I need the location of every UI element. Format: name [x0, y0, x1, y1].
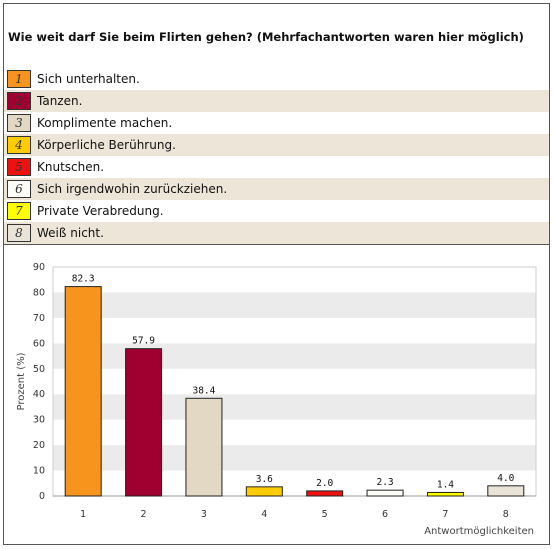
bar — [185, 397, 223, 497]
y-tick-label: 70 — [33, 313, 45, 324]
grid-band — [53, 292, 536, 318]
bar — [366, 489, 404, 497]
grid-band — [53, 267, 536, 293]
answer-legend: 1 Sich unterhalten. 2 Tanzen. 3 Komplimente m… — [4, 68, 549, 244]
legend-label: Sich irgendwohin zurückziehen. — [37, 182, 228, 196]
x-tick-label: 5 — [322, 509, 328, 520]
legend-label: Tanzen. — [37, 94, 83, 108]
grid-band — [53, 317, 536, 344]
bar — [64, 286, 102, 497]
legend-swatch: 8 — [7, 224, 31, 242]
legend-swatch: 3 — [7, 114, 31, 132]
legend-label: Knutschen. — [37, 160, 105, 174]
legend-row: 3 Komplimente machen. — [4, 112, 549, 134]
legend-swatch: 1 — [7, 70, 31, 88]
legend-row: 1 Sich unterhalten. — [4, 68, 549, 90]
legend-row: 4 Körperliche Berührung. — [4, 134, 549, 156]
data-label: 57.9 — [132, 336, 155, 347]
data-label: 38.4 — [192, 385, 215, 396]
data-label: 1.4 — [437, 479, 454, 490]
legend-label: Körperliche Berührung. — [37, 138, 176, 152]
legend-label: Weiß nicht. — [37, 226, 104, 240]
x-tick-label: 1 — [80, 509, 86, 520]
data-label: 4.0 — [497, 473, 514, 484]
x-axis-label: Antwortmöglichkeiten — [424, 526, 534, 537]
legend-label: Sich unterhalten. — [37, 72, 140, 86]
x-tick-label: 6 — [382, 509, 388, 520]
x-tick-label: 7 — [442, 509, 448, 520]
legend-swatch: 4 — [7, 136, 31, 154]
bar — [306, 490, 344, 497]
y-tick-label: 20 — [33, 440, 45, 451]
x-tick-label: 3 — [201, 509, 207, 520]
bar — [125, 348, 163, 497]
legend-label: Private Verabredung. — [37, 204, 164, 218]
y-tick-label: 0 — [39, 491, 45, 502]
legend-swatch: 5 — [7, 158, 31, 176]
legend-row: 8 Weiß nicht. — [4, 222, 549, 244]
data-label: 82.3 — [72, 274, 95, 285]
legend-row: 7 Private Verabredung. — [4, 200, 549, 222]
y-tick-label: 40 — [33, 389, 45, 400]
bar — [487, 485, 525, 497]
legend-label: Komplimente machen. — [37, 116, 173, 130]
data-label: 3.6 — [256, 474, 273, 485]
legend-row: 5 Knutschen. — [4, 156, 549, 178]
legend-swatch: 6 — [7, 180, 31, 198]
legend-swatch: 2 — [7, 92, 31, 110]
y-tick-label: 60 — [33, 338, 45, 349]
bar — [245, 486, 283, 497]
data-label: 2.0 — [316, 478, 333, 489]
y-axis-label: Prozent (%) — [16, 352, 27, 410]
y-tick-label: 10 — [33, 466, 45, 477]
data-label: 2.3 — [376, 477, 393, 488]
bar — [426, 491, 464, 497]
y-tick-label: 90 — [33, 262, 45, 273]
y-tick-label: 80 — [33, 287, 45, 298]
question-title: Wie weit darf Sie beim Flirten gehen? (M… — [8, 30, 524, 44]
legend-row: 6 Sich irgendwohin zurückziehen. — [4, 178, 549, 200]
legend-swatch: 7 — [7, 202, 31, 220]
y-tick-label: 30 — [33, 415, 45, 426]
x-tick-label: 2 — [141, 509, 147, 520]
x-tick-label: 4 — [261, 509, 267, 520]
legend-row: 2 Tanzen. — [4, 90, 549, 112]
y-tick-label: 50 — [33, 364, 45, 375]
x-tick-label: 8 — [503, 509, 509, 520]
divider — [4, 244, 549, 245]
